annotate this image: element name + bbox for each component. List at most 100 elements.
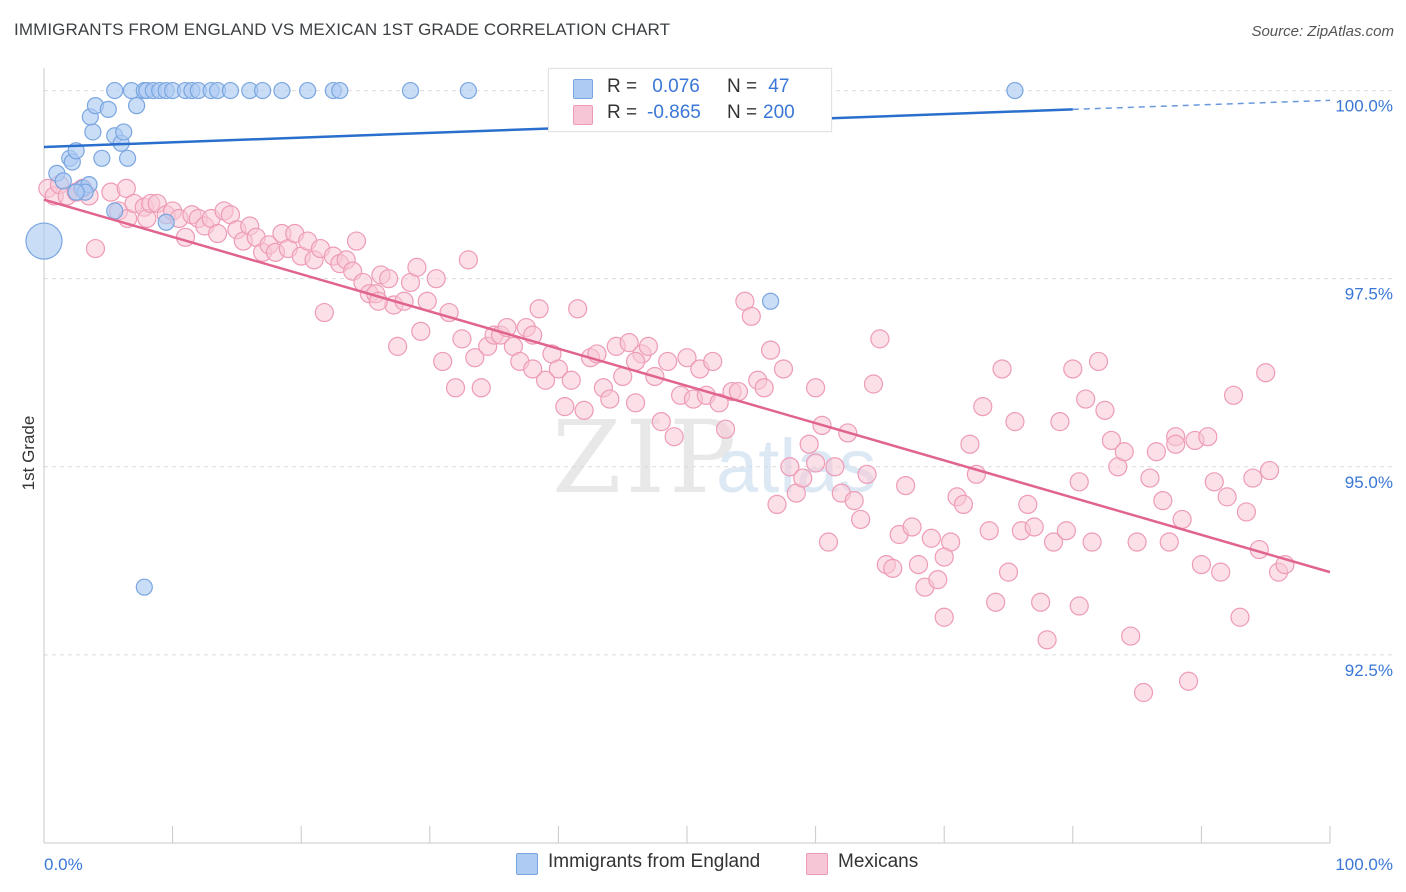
england-point xyxy=(459,81,477,100)
mexicans-point xyxy=(1037,630,1057,650)
mexicans-point xyxy=(411,321,431,341)
england-point xyxy=(106,81,124,100)
mexicans-point xyxy=(426,269,446,289)
england-point xyxy=(221,81,240,100)
x-tick-label: 0.0% xyxy=(44,855,83,874)
england-point xyxy=(99,100,117,118)
mexicans-point xyxy=(465,348,485,368)
mexicans-point xyxy=(523,359,543,379)
legend-n-value: 47 xyxy=(763,76,790,97)
mexicans-point xyxy=(870,329,890,349)
mexicans-point xyxy=(638,336,659,356)
mexicans-point xyxy=(1063,359,1083,379)
mexicans-trend-line xyxy=(43,198,1331,574)
source-credit: Source: ZipAtlas.com xyxy=(1251,23,1394,40)
mexicans-point xyxy=(703,351,723,372)
mexicans-point xyxy=(1127,532,1147,552)
mexicans-point xyxy=(1056,521,1076,541)
y-tick-label: 97.5% xyxy=(1345,285,1393,304)
mexicans-point xyxy=(1114,442,1134,462)
mexicans-point xyxy=(986,592,1006,612)
mexicans-point xyxy=(863,374,884,394)
mexicans-point xyxy=(1243,468,1263,488)
mexicans-point xyxy=(658,351,678,372)
mexicans-point xyxy=(1088,351,1109,372)
mexicans-point xyxy=(433,351,453,372)
chart-title: IMMIGRANTS FROM ENGLAND VS MEXICAN 1ST G… xyxy=(14,20,671,39)
england-point xyxy=(273,81,291,100)
legend-r-value: -0.865 xyxy=(647,102,701,123)
mexicans-point xyxy=(452,329,472,349)
mexicans-point xyxy=(535,370,556,390)
mexicans-point xyxy=(677,348,697,368)
mexicans-point xyxy=(85,238,106,259)
mexicans-point xyxy=(1133,682,1154,703)
legend-n-label: N = xyxy=(727,76,758,97)
mexicans-point xyxy=(825,457,845,477)
mexicans-point xyxy=(1121,626,1141,646)
mexicans-point xyxy=(973,396,993,417)
mexicans-point xyxy=(896,475,916,496)
watermark: ZIP atlas xyxy=(552,399,877,516)
legend-r-label: R = xyxy=(607,102,638,123)
mexicans-point xyxy=(709,393,729,413)
mexicans-point xyxy=(625,351,646,372)
mexicans-point xyxy=(1223,385,1244,405)
mexicans-point xyxy=(793,468,813,488)
mexicans-point xyxy=(1095,400,1115,420)
legend-r-label: R = xyxy=(607,76,638,97)
bottom-legend-label-england: Immigrants from England xyxy=(548,851,761,872)
mexicans-point xyxy=(754,378,774,398)
mexicans-point xyxy=(934,607,954,627)
england-point xyxy=(84,123,102,141)
mexicans-point xyxy=(1140,468,1160,488)
mexicans-point xyxy=(471,378,491,398)
y-tick-label: 92.5% xyxy=(1345,661,1393,680)
mexicans-point xyxy=(1178,671,1199,691)
mexicans-point xyxy=(600,389,620,409)
legend-r-value: 0.076 xyxy=(647,76,700,97)
mexicans-point xyxy=(574,400,594,420)
mexicans-point xyxy=(555,396,575,417)
england-point xyxy=(331,81,349,100)
mexicans-point xyxy=(1050,412,1070,432)
mexicans-point xyxy=(388,336,408,356)
mexicans-point xyxy=(1236,502,1257,522)
england-point xyxy=(54,172,72,190)
mexicans-point xyxy=(116,178,136,198)
mexicans-point xyxy=(561,370,581,390)
mexicans-point xyxy=(1198,427,1218,447)
mexicans-point xyxy=(799,434,819,454)
mexicans-point xyxy=(651,412,671,432)
mexicans-point xyxy=(1005,412,1025,432)
legend-swatch-mexicans xyxy=(573,105,593,125)
mexicans-point xyxy=(1230,607,1250,627)
mexicans-point xyxy=(619,333,639,353)
england-point xyxy=(106,202,124,220)
mexicans-point xyxy=(1256,363,1276,383)
mexicans-point xyxy=(407,257,427,277)
mexicans-point xyxy=(979,521,999,541)
mexicans-point xyxy=(928,570,948,590)
y-tick-label: 100.0% xyxy=(1335,97,1393,116)
england-trend-extension xyxy=(1072,99,1331,111)
legend-swatch-england xyxy=(573,79,593,99)
mexicans-point xyxy=(1146,442,1166,462)
mexicans-point xyxy=(1082,532,1102,552)
mexicans-point xyxy=(851,509,871,530)
mexicans-point xyxy=(1191,555,1212,575)
mexicans-point xyxy=(818,532,839,552)
mexicans-point xyxy=(625,393,646,413)
mexicans-point xyxy=(960,434,980,454)
mexicans-point xyxy=(998,562,1019,582)
england-point xyxy=(299,81,317,100)
y-tick-label: 95.0% xyxy=(1345,473,1393,492)
legend-row-england: R = 0.076 N = 47 xyxy=(549,75,831,101)
mexicans-point xyxy=(715,419,736,439)
mexicans-point xyxy=(1031,592,1051,612)
mexicans-point xyxy=(664,427,684,447)
england-point xyxy=(127,97,146,115)
mexicans-point xyxy=(780,457,800,477)
mexicans-point xyxy=(548,359,569,379)
england-point xyxy=(115,123,133,141)
